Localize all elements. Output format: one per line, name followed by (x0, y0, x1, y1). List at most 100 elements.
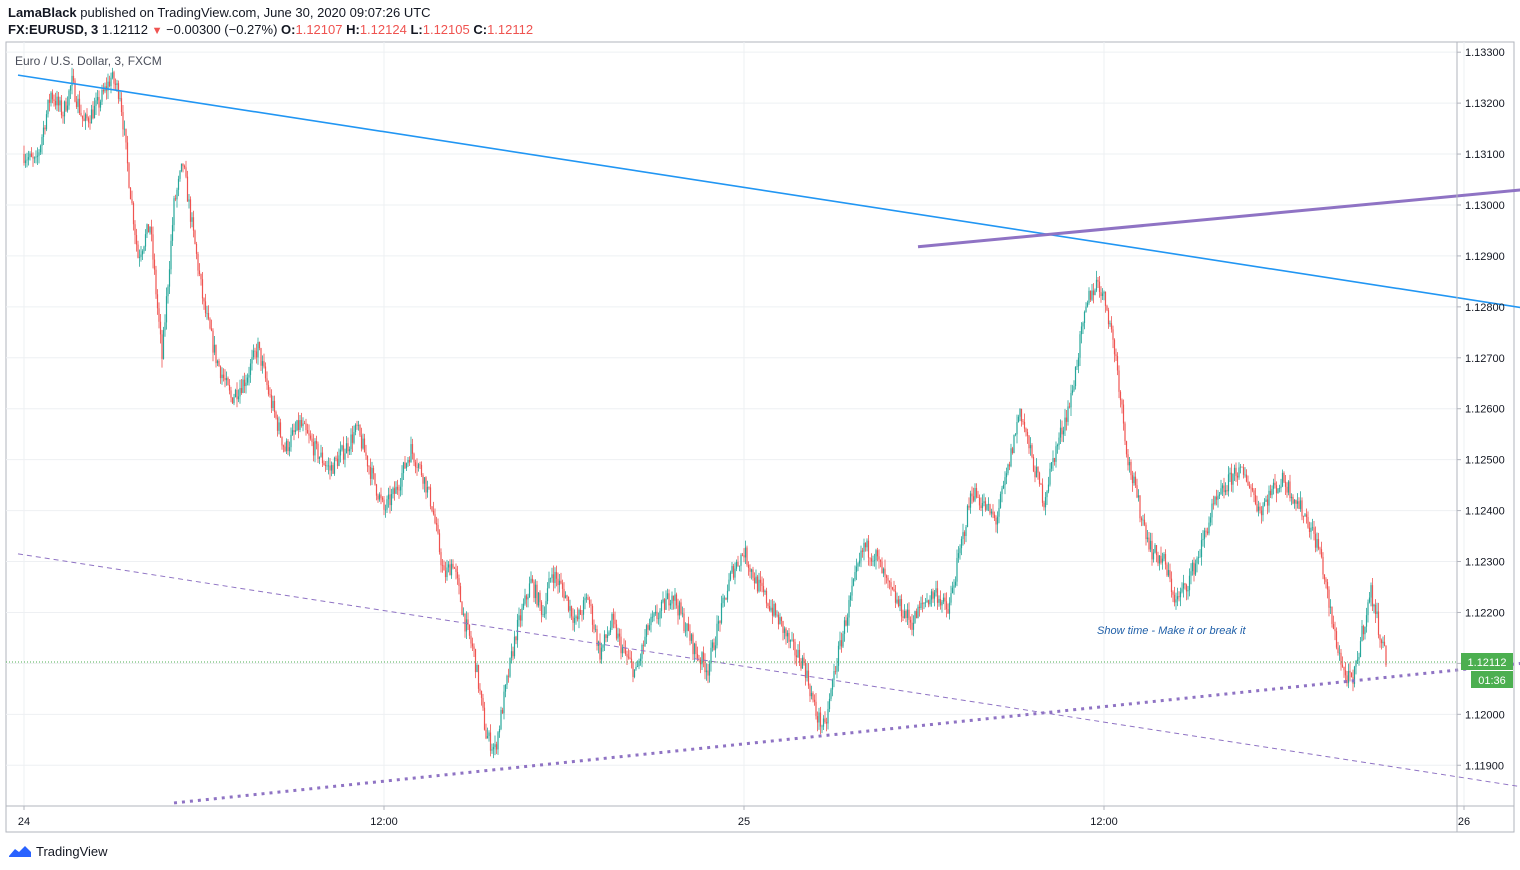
candle-body (1166, 564, 1168, 576)
candle-body (494, 744, 496, 748)
candle-body (1112, 329, 1114, 340)
candle-body (110, 77, 112, 87)
candle-body (315, 440, 318, 444)
y-tick-label: 1.12000 (1465, 709, 1505, 721)
candle-body (540, 602, 543, 615)
candle-body (81, 115, 84, 119)
candle-body (1121, 400, 1123, 405)
candle-body (1016, 422, 1018, 435)
candle-body (596, 629, 598, 646)
candle-body (144, 234, 147, 247)
candle-body (918, 606, 921, 609)
candle-body (693, 643, 696, 655)
price-axis[interactable]: 1.13300 1.13200 1.13100 1.13000 1.12900 1.128… (1457, 47, 1505, 772)
candle-body (1050, 462, 1053, 469)
candle-body (314, 440, 316, 456)
chart-frame (5, 41, 1515, 833)
candle-body (498, 729, 501, 733)
candle-body (546, 588, 549, 602)
author-name[interactable]: LamaBlack (8, 5, 77, 20)
candle-body (1146, 537, 1149, 540)
candle-body (555, 571, 558, 579)
candle-body (651, 616, 654, 618)
candle-body (663, 599, 666, 610)
candle-body (993, 514, 996, 518)
candle-body (1139, 495, 1141, 519)
candle-body (537, 592, 540, 606)
candle-body (836, 665, 838, 672)
candle-body (723, 597, 726, 599)
candle-body (72, 75, 75, 81)
candle-body (1103, 291, 1105, 294)
candle-body (281, 436, 283, 446)
y-tick-label: 1.13100 (1465, 149, 1505, 161)
candle-body (825, 722, 828, 724)
candle-body (767, 603, 769, 606)
candle-body (539, 592, 541, 603)
candle-body (399, 486, 402, 491)
candle-body (987, 504, 990, 505)
candle-body (924, 602, 927, 604)
candle-body (168, 269, 171, 287)
candle-body (900, 599, 903, 617)
candle-body (584, 598, 586, 601)
candle-body (932, 591, 934, 599)
candle-body (192, 217, 195, 231)
candle-body (698, 658, 700, 660)
candle-body (174, 198, 177, 200)
candle-body (716, 623, 718, 646)
candle-body (699, 659, 702, 665)
candle-body (692, 634, 694, 655)
candle-body (887, 577, 889, 581)
candle-body (263, 361, 265, 367)
candle-body (326, 465, 328, 467)
candle-body (1278, 488, 1281, 489)
candle-body (726, 590, 729, 600)
candle-body (417, 464, 420, 468)
candle-body (765, 590, 768, 604)
candle-body (179, 171, 181, 179)
candle-body (891, 587, 894, 590)
candle-body (1295, 500, 1297, 504)
candle-body (701, 652, 703, 665)
candle-body (213, 344, 216, 353)
chart-annotation[interactable]: Show time - Make it or break it (1097, 625, 1246, 637)
candle-body (1020, 408, 1023, 422)
candle-body (423, 477, 426, 484)
candle-body (77, 98, 79, 107)
candle-body (378, 494, 381, 500)
time-axis[interactable]: 2412:002512:002612:002912:003012:00Jul09… (18, 806, 1520, 828)
candle-body (344, 453, 346, 460)
candle-body (332, 465, 334, 474)
candle-body (764, 590, 766, 593)
candle-body (650, 616, 652, 626)
candle-body (552, 574, 555, 583)
candle-body (1205, 530, 1207, 532)
candle-body (1370, 585, 1372, 598)
candle-body (687, 623, 690, 632)
candle-body (408, 459, 411, 463)
tradingview-logo-icon[interactable] (8, 843, 32, 859)
candle-body (1182, 583, 1185, 589)
candle-body (788, 632, 790, 642)
candle-body (188, 199, 190, 202)
candle-body (99, 101, 102, 108)
candle-body (1383, 641, 1386, 646)
candle-body (272, 400, 274, 409)
candle-body (420, 464, 423, 476)
candle-body (680, 602, 682, 614)
candle-body (1355, 660, 1357, 667)
footer-brand[interactable]: TradingView (36, 843, 108, 859)
candle-body (851, 585, 853, 596)
candle-body (678, 602, 681, 616)
candle-body (266, 378, 268, 386)
price-tag-text: 1.12112 (1468, 657, 1507, 669)
candle-body (369, 466, 372, 479)
candle-body (1277, 488, 1279, 494)
candle-body (339, 449, 342, 456)
candle-body (1086, 302, 1089, 307)
candle-body (518, 615, 520, 620)
candle-body (986, 504, 988, 510)
candle-body (581, 614, 583, 616)
